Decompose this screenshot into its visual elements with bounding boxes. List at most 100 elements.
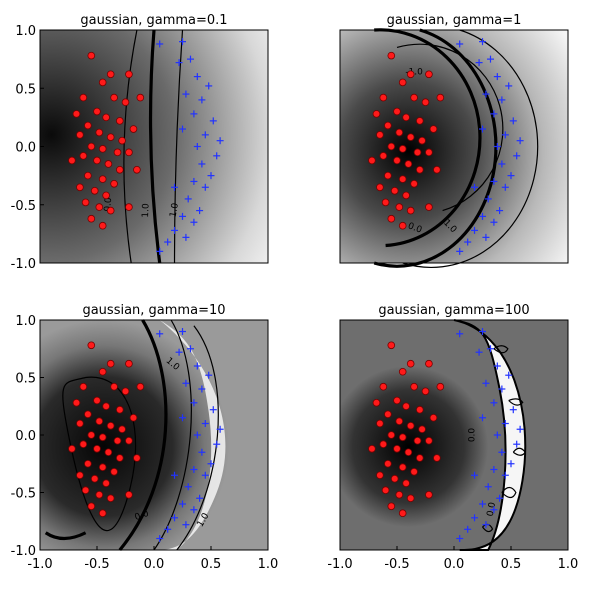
red-point xyxy=(98,463,107,472)
blue-point xyxy=(493,362,501,370)
blue-point xyxy=(201,183,209,191)
red-point xyxy=(402,113,410,122)
blue-point xyxy=(156,40,164,48)
red-point xyxy=(372,398,381,407)
red-point xyxy=(81,198,90,207)
decision-field xyxy=(40,320,268,550)
red-point xyxy=(415,117,424,125)
red-point xyxy=(395,490,404,499)
decision-field xyxy=(40,30,268,263)
blue-point xyxy=(516,425,524,433)
red-point xyxy=(76,471,84,480)
red-point xyxy=(410,93,418,102)
blue-point xyxy=(216,137,224,145)
blue-point xyxy=(471,183,479,191)
blue-point xyxy=(498,448,506,456)
contour-line xyxy=(374,28,482,248)
x-tick-label: 0.5 xyxy=(501,557,522,572)
red-point xyxy=(95,203,104,211)
red-point xyxy=(98,78,107,87)
x-tick-label: -0.5 xyxy=(84,557,109,572)
red-point xyxy=(136,93,145,102)
red-point xyxy=(87,341,96,350)
red-point xyxy=(398,463,407,472)
red-point xyxy=(406,421,415,430)
blue-point xyxy=(164,525,172,533)
blue-point xyxy=(190,177,198,185)
red-point xyxy=(415,405,424,414)
blue-point xyxy=(182,90,190,98)
red-point xyxy=(79,152,88,160)
red-point xyxy=(421,387,430,396)
red-point xyxy=(93,444,101,453)
contour-label: 1.0 xyxy=(169,202,181,218)
blue-point xyxy=(190,399,198,407)
red-point xyxy=(87,142,96,151)
blue-point xyxy=(505,82,513,90)
red-point xyxy=(68,444,76,453)
red-point xyxy=(402,402,410,411)
blue-point xyxy=(209,117,217,125)
subplot-title: gaussian, gamma=10 xyxy=(82,303,225,318)
blue-point xyxy=(179,125,186,133)
blue-point xyxy=(490,218,498,226)
y-tick-label: 1.0 xyxy=(15,314,36,329)
red-point xyxy=(68,156,76,165)
scatter-points xyxy=(68,328,224,542)
contour-label: 0.0 xyxy=(133,509,150,523)
red-point xyxy=(87,431,96,439)
red-point xyxy=(116,454,124,462)
red-point xyxy=(418,136,426,145)
red-point xyxy=(425,70,433,79)
blue-point xyxy=(513,440,521,448)
blue-point xyxy=(179,500,186,508)
red-point xyxy=(410,467,418,476)
blue-point xyxy=(205,371,213,379)
blue-point xyxy=(205,82,213,90)
blue-point xyxy=(501,420,509,427)
x-tick-label: -0.5 xyxy=(384,557,409,572)
blue-point xyxy=(196,207,204,215)
red-point xyxy=(72,398,81,407)
blue-point xyxy=(507,172,515,180)
blue-point xyxy=(156,247,164,255)
red-point xyxy=(106,133,115,141)
red-point xyxy=(379,440,388,449)
positive-region xyxy=(154,320,226,550)
red-point xyxy=(95,128,104,137)
y-tick-label: -0.5 xyxy=(11,199,36,214)
red-point xyxy=(90,474,99,483)
blue-point xyxy=(179,414,186,422)
blue-point xyxy=(186,55,194,63)
red-point xyxy=(102,113,110,122)
red-point xyxy=(393,156,401,165)
blue-point xyxy=(179,212,186,220)
red-point xyxy=(390,186,399,195)
red-point xyxy=(379,382,388,391)
red-point xyxy=(125,148,133,157)
subplot-3: 1.0 0.0 1.0 gaussian, gamma=10 -1.0 -0.5 0.0 0.… xyxy=(11,303,279,572)
red-point xyxy=(98,509,107,518)
red-point xyxy=(393,396,401,405)
red-point xyxy=(90,186,99,195)
red-point xyxy=(433,166,441,174)
red-point xyxy=(376,419,384,428)
red-point xyxy=(125,203,133,211)
red-point xyxy=(398,175,407,183)
contour-line xyxy=(402,29,539,268)
blue-point xyxy=(198,96,206,104)
y-tick-label: -1.0 xyxy=(11,544,36,559)
red-point xyxy=(87,502,96,511)
red-point xyxy=(425,436,433,445)
blue-point xyxy=(198,448,206,456)
contour-line xyxy=(148,29,162,264)
red-point xyxy=(110,179,118,188)
red-point xyxy=(76,131,84,139)
red-point xyxy=(404,448,413,457)
red-point xyxy=(116,117,124,125)
red-point xyxy=(381,198,390,207)
blue-point xyxy=(201,131,209,139)
blue-point xyxy=(190,466,198,473)
